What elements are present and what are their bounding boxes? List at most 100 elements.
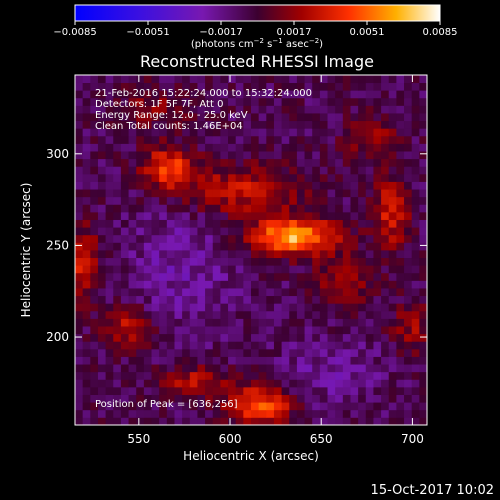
- heatmap-cell: [113, 379, 122, 388]
- heatmap-cell: [258, 310, 267, 319]
- heatmap-cell: [281, 204, 290, 213]
- heatmap-cell: [90, 326, 99, 335]
- heatmap-cell: [342, 341, 351, 350]
- heatmap-cell: [319, 181, 328, 190]
- heatmap-cell: [319, 227, 328, 236]
- heatmap-cell: [243, 318, 252, 327]
- heatmap-cell: [159, 242, 168, 251]
- heatmap-cell: [105, 173, 114, 182]
- heatmap-cell: [258, 303, 267, 312]
- heatmap-cell: [205, 364, 214, 373]
- colorbar-tick-label: −0.0051: [126, 27, 169, 38]
- heatmap-cell: [113, 364, 122, 373]
- heatmap-cell: [388, 204, 397, 213]
- heatmap-cell: [243, 143, 252, 152]
- heatmap-cell: [342, 318, 351, 327]
- heatmap-cell: [281, 394, 290, 403]
- heatmap-cell: [388, 242, 397, 251]
- heatmap-cell: [404, 204, 413, 213]
- heatmap-cell: [159, 227, 168, 236]
- heatmap-cell: [251, 97, 260, 106]
- heatmap-cell: [189, 333, 198, 342]
- heatmap-cell: [266, 394, 275, 403]
- heatmap-cell: [105, 288, 114, 297]
- heatmap-cell: [373, 189, 382, 198]
- heatmap-cell: [419, 189, 428, 198]
- heatmap-cell: [342, 417, 351, 426]
- heatmap-cell: [358, 257, 367, 266]
- heatmap-cell: [205, 272, 214, 281]
- heatmap-cell: [396, 196, 405, 205]
- heatmap-cell: [105, 303, 114, 312]
- heatmap-cell: [251, 288, 260, 297]
- heatmap-cell: [159, 97, 168, 106]
- heatmap-cell: [388, 272, 397, 281]
- heatmap-cell: [90, 257, 99, 266]
- heatmap-cell: [105, 120, 114, 129]
- heatmap-cell: [128, 82, 137, 91]
- heatmap-cell: [296, 196, 305, 205]
- heatmap-cell: [266, 97, 275, 106]
- heatmap-cell: [327, 242, 336, 251]
- heatmap-cell: [281, 341, 290, 350]
- heatmap-cell: [289, 409, 298, 418]
- heatmap-cell: [189, 75, 198, 84]
- heatmap-cell: [235, 128, 244, 137]
- heatmap-cell: [189, 265, 198, 274]
- heatmap-cell: [251, 82, 260, 91]
- heatmap-cell: [105, 326, 114, 335]
- heatmap-cell: [411, 341, 420, 350]
- heatmap-cell: [251, 166, 260, 175]
- heatmap-cell: [327, 105, 336, 114]
- heatmap-cell: [281, 135, 290, 144]
- heatmap-cell: [350, 356, 359, 365]
- heatmap-cell: [189, 280, 198, 289]
- heatmap-cell: [304, 97, 313, 106]
- heatmap-cell: [258, 234, 267, 243]
- heatmap-cell: [166, 196, 175, 205]
- heatmap-cell: [197, 310, 206, 319]
- heatmap-cell: [128, 166, 137, 175]
- heatmap-cell: [136, 265, 145, 274]
- heatmap-cell: [90, 219, 99, 228]
- heatmap-cell: [396, 135, 405, 144]
- heatmap-cell: [296, 128, 305, 137]
- heatmap-cell: [159, 341, 168, 350]
- heatmap-cell: [166, 82, 175, 91]
- heatmap-cell: [90, 135, 99, 144]
- heatmap-cell: [82, 348, 91, 357]
- heatmap-cell: [182, 272, 191, 281]
- heatmap-cell: [205, 303, 214, 312]
- heatmap-cell: [151, 341, 160, 350]
- heatmap-cell: [120, 356, 129, 365]
- heatmap-cell: [296, 371, 305, 380]
- heatmap-cell: [151, 97, 160, 106]
- heatmap-cell: [90, 120, 99, 129]
- heatmap-cell: [159, 318, 168, 327]
- heatmap-cell: [251, 265, 260, 274]
- heatmap-cell: [335, 272, 344, 281]
- heatmap-cell: [189, 227, 198, 236]
- heatmap-cell: [75, 303, 84, 312]
- heatmap-cell: [182, 90, 191, 99]
- heatmap-cell: [289, 196, 298, 205]
- heatmap-cell: [281, 318, 290, 327]
- heatmap-cell: [90, 371, 99, 380]
- heatmap-cell: [419, 295, 428, 304]
- heatmap-cell: [97, 295, 107, 304]
- heatmap-cell: [396, 356, 405, 365]
- heatmap-cell: [342, 272, 351, 281]
- heatmap-cell: [335, 135, 344, 144]
- heatmap-cell: [396, 303, 405, 312]
- heatmap-cell: [166, 90, 175, 99]
- heatmap-cell: [365, 204, 374, 213]
- heatmap-cell: [350, 348, 359, 357]
- heatmap-cell: [151, 128, 160, 137]
- heatmap-cell: [220, 364, 229, 373]
- heatmap-cell: [251, 173, 260, 182]
- heatmap-cell: [113, 303, 122, 312]
- heatmap-cell: [251, 409, 260, 418]
- heatmap-cell: [82, 227, 91, 236]
- heatmap-cell: [159, 105, 168, 114]
- heatmap-cell: [312, 143, 321, 152]
